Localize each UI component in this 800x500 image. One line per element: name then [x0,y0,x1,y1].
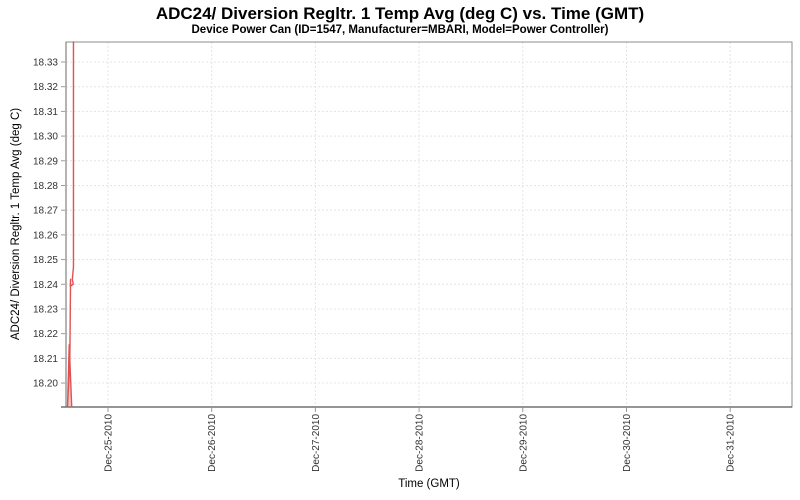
y-tick-label: 18.28 [33,181,58,192]
y-tick-label: 18.32 [33,82,58,93]
y-tick-label: 18.27 [33,206,58,217]
x-tick-label: Dec-26-2010 [207,414,218,472]
y-tick-label: 18.33 [33,58,58,69]
x-axis-title: Time (GMT) [398,478,460,490]
y-tick-label: 18.31 [33,107,58,118]
x-tick-label: Dec-25-2010 [103,414,114,472]
y-tick-label: 18.20 [33,379,58,390]
x-tick-label: Dec-27-2010 [311,414,322,472]
plot-background [66,42,792,407]
y-tick-label: 18.25 [33,255,58,266]
x-tick-label: Dec-30-2010 [622,414,633,472]
x-tick-label: Dec-31-2010 [726,414,737,472]
y-axis-title: ADC24/ Diversion Regltr. 1 Temp Avg (deg… [10,108,22,340]
y-tick-label: 18.26 [33,230,58,241]
series-line [66,41,75,408]
y-tick-label: 18.30 [33,132,58,143]
x-tick-label: Dec-29-2010 [518,414,529,472]
y-tick-label: 18.23 [33,304,58,315]
y-tick-label: 18.29 [33,156,58,167]
y-tick-label: 18.24 [33,280,58,291]
y-tick-label: 18.22 [33,329,58,340]
chart-subtitle: Device Power Can (ID=1547, Manufacturer=… [191,24,609,36]
y-tick-label: 18.21 [33,354,58,365]
chart-title: ADC24/ Diversion Regltr. 1 Temp Avg (deg… [155,4,645,23]
x-tick-label: Dec-28-2010 [415,414,426,472]
